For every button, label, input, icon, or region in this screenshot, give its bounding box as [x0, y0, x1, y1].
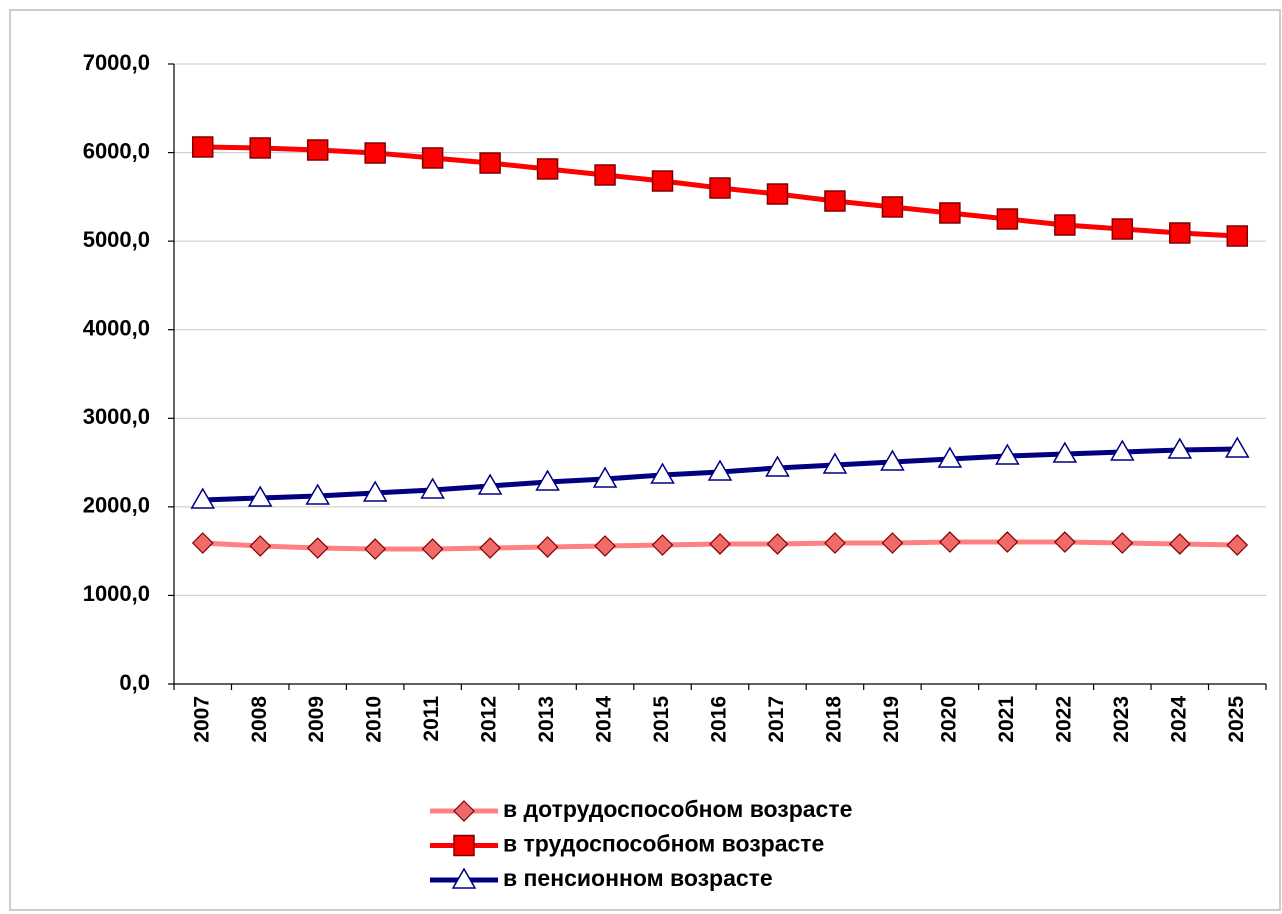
- x-tick-label: 2012: [478, 696, 501, 743]
- x-tick-label: 2024: [1167, 696, 1190, 743]
- data-point: [306, 139, 329, 161]
- data-point: [420, 477, 445, 499]
- x-tick-label: 2018: [822, 696, 845, 743]
- data-point: [1052, 441, 1078, 463]
- data-point: [1054, 214, 1076, 236]
- data-point: [592, 466, 618, 488]
- x-tick-label: 2007: [190, 696, 213, 743]
- y-tick-label: 1000,0: [83, 581, 150, 606]
- data-point: [536, 536, 559, 558]
- x-tick-label: 2009: [305, 696, 328, 743]
- data-point: [766, 183, 789, 205]
- data-point: [881, 532, 904, 554]
- y-tick-label: 3000,0: [83, 404, 150, 429]
- data-point: [249, 137, 271, 159]
- data-point: [191, 136, 214, 158]
- data-point: [880, 449, 905, 471]
- data-point: [939, 531, 961, 553]
- data-point: [477, 473, 503, 495]
- data-point: [479, 152, 501, 174]
- data-point: [1053, 531, 1076, 553]
- data-point: [1110, 439, 1135, 461]
- data-point: [249, 535, 272, 557]
- data-point: [1111, 218, 1134, 240]
- data-point: [996, 531, 1019, 553]
- data-point: [1224, 436, 1250, 458]
- data-point: [824, 190, 846, 212]
- data-point: [1169, 222, 1191, 244]
- x-tick-label: 2013: [535, 696, 558, 743]
- data-point: [881, 196, 904, 218]
- y-tick-label: 4000,0: [83, 316, 150, 341]
- y-tick-label: 7000,0: [83, 50, 150, 75]
- legend-marker: [453, 800, 475, 822]
- legend-label: в дотрудоспособном возрасте: [503, 796, 852, 822]
- data-point: [479, 537, 501, 559]
- data-point: [995, 443, 1020, 465]
- data-point: [822, 452, 848, 474]
- x-tick-label: 2020: [937, 696, 960, 743]
- x-tick-label: 2017: [765, 696, 788, 743]
- data-point: [1167, 437, 1193, 459]
- data-point: [594, 535, 616, 557]
- data-point: [939, 202, 961, 224]
- x-tick-label: 2019: [880, 696, 903, 743]
- data-point: [766, 533, 789, 555]
- data-point: [1226, 534, 1249, 556]
- x-tick-label: 2015: [650, 696, 673, 743]
- data-point: [709, 533, 731, 555]
- y-tick-label: 2000,0: [83, 493, 150, 518]
- x-tick-label: 2023: [1110, 696, 1133, 743]
- data-point: [191, 532, 214, 554]
- legend-label: в пенсионном возрасте: [503, 865, 773, 891]
- data-point: [421, 147, 444, 169]
- y-tick-label: 6000,0: [83, 138, 150, 163]
- data-point: [305, 483, 330, 505]
- y-tick-label: 0,0: [119, 670, 150, 695]
- data-point: [306, 537, 329, 559]
- data-point: [709, 177, 731, 199]
- data-point: [651, 170, 674, 192]
- data-point: [1226, 225, 1249, 247]
- data-point: [364, 142, 386, 164]
- data-point: [1168, 533, 1191, 555]
- data-point: [421, 538, 444, 560]
- data-point: [1111, 532, 1134, 554]
- data-point: [707, 459, 733, 481]
- x-tick-label: 2025: [1225, 696, 1248, 743]
- data-point: [247, 485, 273, 507]
- data-point: [650, 462, 675, 484]
- legend-marker: [451, 867, 477, 889]
- x-tick-label: 2022: [1052, 696, 1075, 743]
- x-tick-label: 2008: [248, 696, 271, 743]
- x-tick-label: 2014: [593, 696, 616, 743]
- data-point: [824, 532, 846, 554]
- data-point: [364, 538, 387, 560]
- legend-label: в трудоспособном возрасте: [503, 831, 824, 857]
- x-tick-label: 2016: [708, 696, 731, 743]
- legend-marker: [453, 834, 475, 857]
- y-tick-label: 5000,0: [83, 227, 150, 252]
- data-point: [535, 469, 560, 491]
- data-point: [765, 455, 790, 477]
- data-point: [190, 487, 216, 509]
- data-point: [536, 158, 559, 180]
- x-tick-label: 2011: [420, 696, 443, 742]
- x-tick-label: 2010: [363, 696, 386, 743]
- data-point: [651, 534, 674, 556]
- data-point: [594, 164, 616, 186]
- data-point: [996, 208, 1019, 230]
- data-point: [362, 480, 388, 502]
- x-tick-label: 2021: [995, 696, 1018, 743]
- data-point: [937, 446, 963, 468]
